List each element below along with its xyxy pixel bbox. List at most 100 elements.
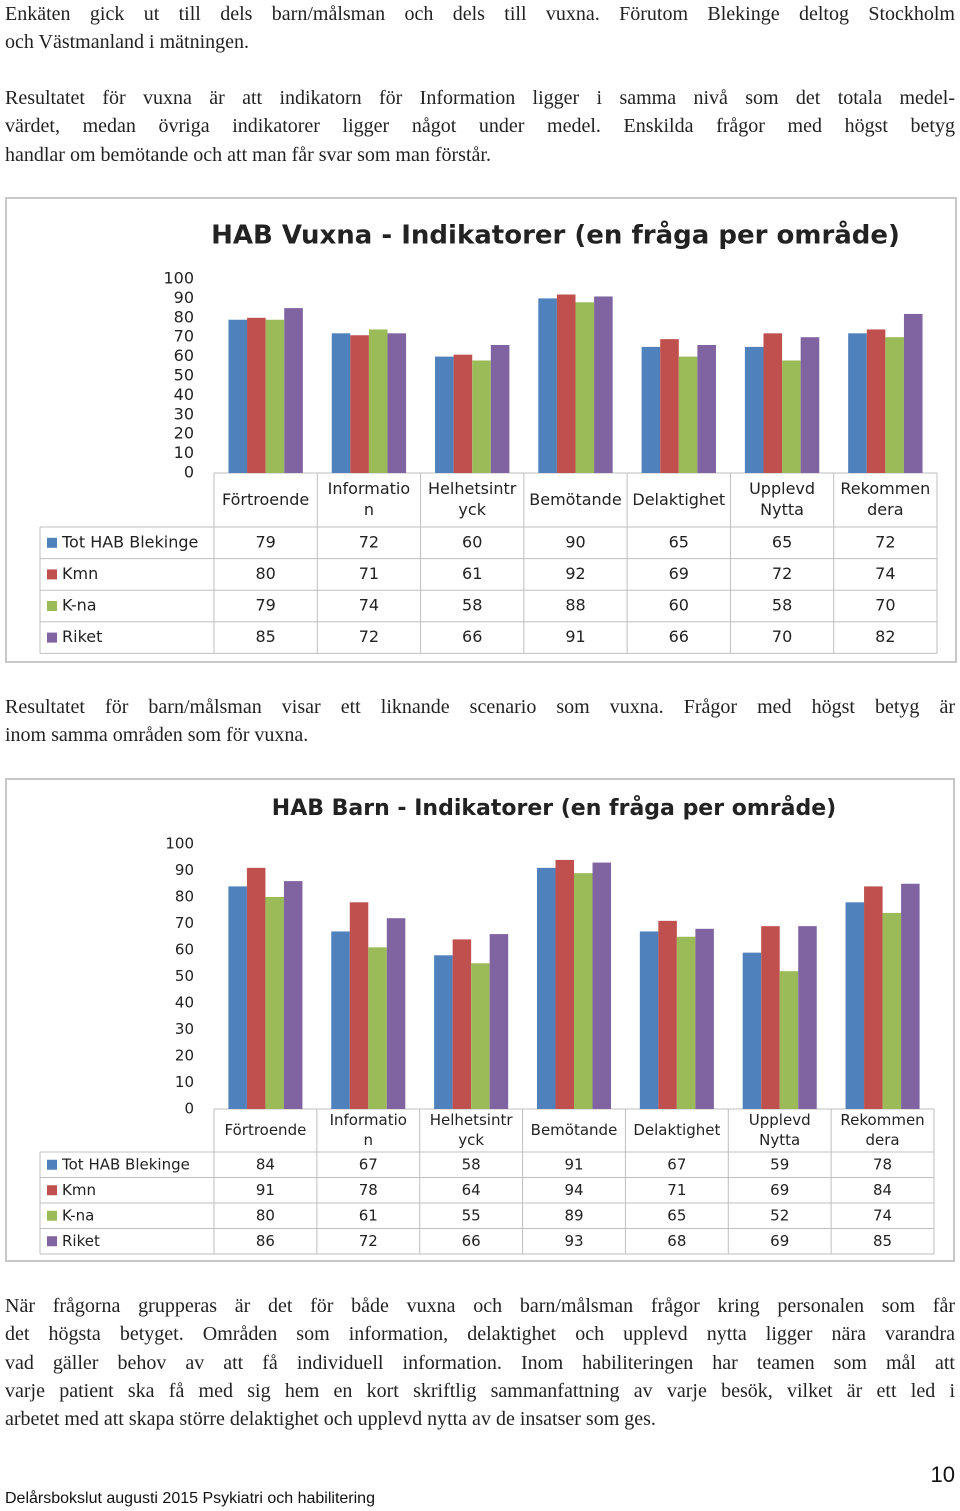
bar <box>434 955 453 1109</box>
legend-swatch <box>47 1185 57 1196</box>
bar <box>452 939 472 1109</box>
table-value: 59 <box>770 1155 789 1173</box>
table-value: 58 <box>772 596 792 615</box>
table-value: 92 <box>565 564 585 583</box>
bar <box>763 333 783 473</box>
bar <box>228 886 247 1109</box>
text-line: värdet, medan övriga indikatorer ligger … <box>5 115 955 138</box>
chart: HAB Vuxna - Indikatorer (en fråga per om… <box>5 197 957 663</box>
table-value: 72 <box>772 564 792 583</box>
bar <box>228 319 248 473</box>
table-value: 91 <box>564 1155 583 1173</box>
bar <box>331 333 351 473</box>
category-label: Delaktighet <box>633 1120 721 1139</box>
y-tick-label: 10 <box>175 1073 194 1091</box>
bar <box>538 298 557 473</box>
bar <box>387 333 407 473</box>
table-value: 78 <box>359 1181 378 1199</box>
bar <box>331 931 350 1109</box>
bar <box>368 947 387 1109</box>
bar <box>536 867 556 1109</box>
bar <box>641 346 661 473</box>
legend-label: Tot HAB Blekinge <box>61 1155 190 1173</box>
text-line: vad gäller behov av att få individuell i… <box>5 1351 955 1374</box>
table-value: 70 <box>875 596 895 615</box>
table-value: 71 <box>359 564 379 583</box>
table-value: 68 <box>667 1232 686 1250</box>
category-label: Rekommen dera <box>840 479 931 519</box>
table-value: 69 <box>770 1181 789 1199</box>
bar <box>695 928 714 1109</box>
table-value: 52 <box>770 1206 789 1224</box>
bar <box>660 339 679 473</box>
bar <box>247 317 266 473</box>
category-label: Förtroende <box>222 489 310 509</box>
category-label: Delaktighet <box>632 489 726 509</box>
table-value: 86 <box>256 1232 275 1250</box>
legend-label: Tot HAB Blekinge <box>61 532 198 551</box>
bar <box>639 931 659 1109</box>
category-label: Rekommen dera <box>840 1111 925 1149</box>
text-line: varje patient ska få med sig hem en kort… <box>5 1379 955 1402</box>
bar <box>882 912 902 1109</box>
table-value: 74 <box>873 1206 892 1224</box>
table-value: 80 <box>256 1206 275 1224</box>
paragraph: Enkäten gick ut till dels barn/målsman o… <box>5 0 955 57</box>
y-tick-label: 20 <box>174 424 194 443</box>
chart: HAB Barn - Indikatorer (en fråga per omr… <box>5 778 955 1262</box>
text-line: och Västmanland i mätningen. <box>5 31 250 54</box>
text-line: inom samma områden som för vuxna. <box>5 724 309 747</box>
table-value: 55 <box>462 1206 481 1224</box>
table-value: 69 <box>770 1232 789 1250</box>
legend-swatch <box>47 601 57 611</box>
text-line: handlar om bemötande och att man får sva… <box>5 143 491 166</box>
bar <box>594 296 613 473</box>
paragraph: Resultatet för barn/målsman visar ett li… <box>5 693 955 750</box>
legend-label: Kmn <box>62 1181 96 1199</box>
bar <box>368 329 388 473</box>
category-label: Bemötande <box>530 1120 618 1139</box>
legend-swatch <box>47 537 57 548</box>
bar <box>779 971 799 1109</box>
y-tick-label: 40 <box>175 994 194 1012</box>
category-label: Helhetsintr yck <box>428 479 517 519</box>
y-tick-label: 100 <box>165 835 194 853</box>
table-value: 60 <box>462 532 482 551</box>
table-value: 66 <box>669 627 689 646</box>
bar <box>350 335 369 473</box>
y-tick-label: 70 <box>175 914 194 932</box>
bar <box>800 337 820 473</box>
bar <box>472 360 491 473</box>
y-tick-label: 70 <box>174 327 194 346</box>
category-label: Informatio n <box>329 1111 407 1149</box>
table-value: 66 <box>462 1232 481 1250</box>
legend-swatch <box>47 569 57 580</box>
bar <box>490 344 510 473</box>
category-label: Informatio n <box>327 479 411 519</box>
bar <box>885 337 904 473</box>
table-value: 89 <box>564 1206 583 1224</box>
y-tick-label: 0 <box>184 1100 194 1118</box>
bar <box>903 313 923 473</box>
table-value: 78 <box>873 1155 892 1173</box>
table-value: 90 <box>565 532 585 551</box>
chart-svg: HAB Barn - Indikatorer (en fråga per omr… <box>39 795 935 1255</box>
bar <box>866 329 886 473</box>
table-value: 58 <box>462 1155 481 1173</box>
bar <box>471 963 490 1109</box>
table-value: 88 <box>565 596 585 615</box>
table-value: 80 <box>255 564 275 583</box>
legend-label: K-na <box>62 1206 94 1224</box>
table-value: 84 <box>873 1181 892 1199</box>
table-value: 74 <box>359 596 379 615</box>
y-tick-label: 30 <box>175 1020 194 1038</box>
bar <box>658 920 677 1109</box>
bar <box>592 862 612 1109</box>
table-value: 94 <box>564 1181 583 1199</box>
bar <box>574 873 593 1109</box>
table-value: 60 <box>669 596 689 615</box>
page-number: 10 <box>930 1462 955 1487</box>
legend-label: Riket <box>62 1232 100 1250</box>
table-value: 85 <box>255 627 275 646</box>
